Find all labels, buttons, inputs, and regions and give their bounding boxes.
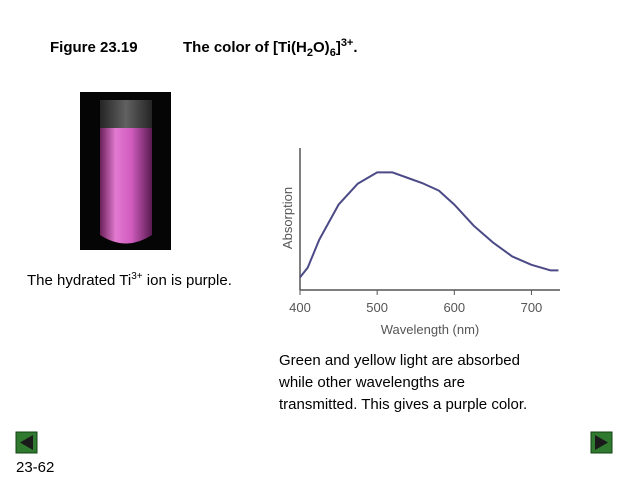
title-sub: 6: [330, 47, 336, 59]
caption-line: Green and yellow light are absorbed: [279, 352, 520, 369]
title-part: The color of [Ti(H: [183, 39, 307, 56]
x-tick-label: 600: [443, 300, 465, 315]
x-axis-label: Wavelength (nm): [381, 322, 480, 337]
x-tick-label: 500: [366, 300, 388, 315]
title-sub: 2: [307, 47, 313, 59]
prev-arrow: [20, 435, 33, 450]
photo-caption: The hydrated Ti3+ ion is purple.: [27, 271, 232, 289]
tube-top: [100, 100, 152, 130]
caption-line: transmitted. This gives a purple color.: [279, 396, 527, 413]
title-part: ]: [336, 39, 341, 56]
caption-line: while other wavelengths are: [278, 374, 465, 391]
caption-sup: 3+: [131, 271, 143, 282]
y-axis-label: Absorption: [280, 187, 295, 249]
figure-title: The color of [Ti(H2O)6]3+.: [183, 37, 358, 59]
absorption-curve: [299, 171, 559, 279]
slide-number: 23-62: [16, 459, 54, 476]
figure-number: Figure 23.19: [50, 39, 138, 56]
explanation: Green and yellow light are absorbed while…: [278, 352, 527, 413]
title-part: .: [353, 39, 357, 56]
caption-part: ion is purple.: [143, 272, 232, 289]
x-tick-label: 400: [289, 300, 311, 315]
tube: [100, 128, 152, 244]
next-arrow: [595, 435, 608, 450]
caption-part: The hydrated Ti: [27, 272, 131, 289]
title-part: O): [313, 39, 330, 56]
x-tick-label: 700: [521, 300, 543, 315]
title-sup: 3+: [341, 37, 354, 49]
